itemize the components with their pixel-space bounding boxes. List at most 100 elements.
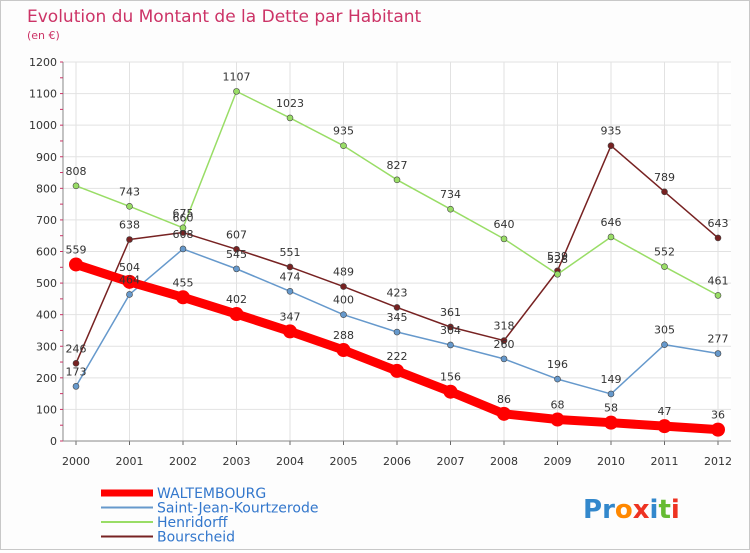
series-layer [69, 88, 725, 437]
y-tick-label: 500 [36, 277, 57, 290]
data-point [286, 287, 294, 295]
data-label: 643 [708, 217, 729, 230]
y-tick-label: 0 [50, 435, 57, 448]
data-label: 808 [66, 165, 87, 178]
data-label: 1023 [276, 97, 304, 110]
data-point [393, 176, 401, 184]
data-point [126, 291, 133, 298]
logo-text: Proxiti [583, 495, 680, 525]
x-tick-label: 2001 [116, 455, 144, 468]
data-label: 734 [440, 188, 461, 201]
data-label: 545 [226, 248, 247, 261]
x-tick-label: 2005 [330, 455, 358, 468]
data-label: 260 [494, 338, 515, 351]
y-tick-label: 1000 [29, 119, 57, 132]
x-tick-label: 2008 [490, 455, 518, 468]
data-point [126, 236, 133, 243]
data-point [711, 422, 725, 437]
data-label: 347 [280, 310, 301, 323]
y-tick-label: 200 [36, 372, 57, 385]
data-point [661, 188, 668, 196]
y-tick-label: 700 [36, 214, 57, 227]
data-point [661, 341, 668, 348]
data-label: 640 [494, 218, 515, 231]
data-label: 504 [119, 261, 140, 274]
data-label: 1107 [223, 70, 251, 83]
data-point [72, 360, 80, 367]
data-point [607, 142, 615, 149]
data-point [390, 363, 404, 378]
data-label: 156 [440, 371, 461, 384]
data-point [661, 263, 668, 270]
data-label: 489 [333, 266, 354, 279]
x-tick-label: 2010 [597, 455, 625, 468]
data-label: 552 [654, 246, 675, 259]
data-label: 528 [547, 253, 568, 266]
y-tick-label: 600 [36, 246, 57, 259]
data-label: 789 [654, 171, 675, 184]
data-label: 402 [226, 293, 247, 306]
data-label: 318 [494, 320, 515, 333]
data-point [286, 114, 294, 122]
data-point [497, 406, 511, 421]
x-tick-label: 2002 [169, 455, 197, 468]
data-label: 607 [226, 228, 247, 241]
x-tick-label: 2004 [276, 455, 304, 468]
data-label: 935 [601, 125, 622, 138]
data-point [233, 88, 240, 95]
data-point [447, 205, 454, 213]
data-label: 827 [387, 159, 408, 172]
data-label: 608 [173, 228, 194, 241]
data-label: 222 [387, 350, 408, 363]
data-point [554, 270, 561, 278]
data-label: 304 [440, 324, 461, 337]
data-label: 461 [708, 274, 729, 287]
data-point [283, 324, 297, 339]
data-label: 361 [440, 306, 461, 319]
y-tick-label: 400 [36, 309, 57, 322]
data-point [604, 415, 618, 430]
data-label: 58 [604, 402, 618, 415]
y-tick-label: 900 [36, 151, 57, 164]
data-point [714, 350, 722, 357]
data-label: 288 [333, 329, 354, 342]
data-label: 935 [333, 125, 354, 138]
data-label: 474 [280, 270, 301, 283]
data-label: 423 [387, 286, 408, 299]
y-tick-label: 1100 [29, 88, 57, 101]
data-point [447, 341, 454, 349]
data-point [69, 257, 83, 272]
data-point [286, 263, 294, 271]
x-tick-label: 2012 [704, 455, 732, 468]
data-label: 559 [66, 243, 87, 256]
data-label: 149 [601, 373, 622, 386]
data-point [500, 235, 508, 243]
x-tick-label: 2000 [62, 455, 90, 468]
data-point [447, 323, 454, 331]
data-point [393, 304, 401, 311]
data-point [179, 245, 187, 253]
y-tick-label: 100 [36, 403, 57, 416]
data-label: 455 [173, 276, 194, 289]
data-label: 305 [654, 324, 675, 337]
data-label: 464 [119, 273, 140, 286]
grid-lines [63, 61, 731, 442]
x-tick-label: 2009 [544, 455, 572, 468]
data-point [340, 311, 347, 318]
data-label: 47 [658, 405, 672, 418]
data-point [126, 203, 133, 210]
data-label: 675 [173, 207, 194, 220]
data-label: 743 [119, 185, 140, 198]
data-point [550, 412, 565, 427]
data-point [500, 355, 508, 363]
data-point [714, 234, 722, 242]
data-point [554, 375, 561, 383]
legend-label: Saint-Jean-Kourtzerode [157, 501, 318, 517]
data-label: 551 [280, 246, 301, 259]
data-point [233, 245, 240, 253]
data-label: 638 [119, 218, 140, 231]
x-axis: 2000 2001 2002 2003 2004 2005 2006 2007 2008 2009… [62, 440, 732, 468]
x-tick-label: 2003 [223, 455, 251, 468]
